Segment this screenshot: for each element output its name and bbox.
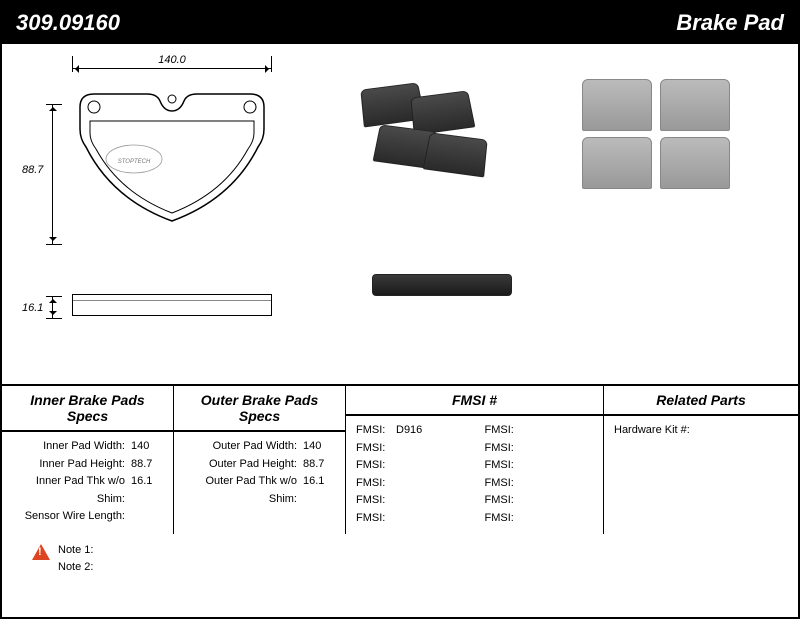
spec-row: Outer Pad Width:140 xyxy=(184,438,335,456)
fmsi-row: FMSI: xyxy=(485,457,594,475)
dimension-height: 88.7 xyxy=(22,104,62,244)
spec-row: Outer Pad Thk w/o Shim:16.1 xyxy=(184,473,335,508)
fmsi-row: FMSI: xyxy=(356,492,465,510)
specs-table: Inner Brake Pads Specs Inner Pad Width:1… xyxy=(2,384,798,534)
fmsi-header: FMSI # xyxy=(346,386,603,416)
category-title: Brake Pad xyxy=(676,10,784,36)
fmsi-row: FMSI:D916 xyxy=(356,422,465,440)
fmsi-row: FMSI: xyxy=(485,475,594,493)
note-1: Note 1: xyxy=(58,542,93,560)
col-outer-specs: Outer Brake Pads Specs Outer Pad Width:1… xyxy=(174,386,346,534)
diagram-area: 140.0 88.7 STOPTECH 16.1 xyxy=(2,44,798,384)
note-2: Note 2: xyxy=(58,559,93,577)
col-related: Related Parts Hardware Kit #: xyxy=(604,386,798,534)
dimension-width: 140.0 xyxy=(72,54,272,69)
spec-row: Sensor Wire Length: xyxy=(12,508,163,526)
fmsi-row: FMSI: xyxy=(485,510,594,528)
pad-front-outline: STOPTECH xyxy=(72,89,272,229)
outer-specs-header: Outer Brake Pads Specs xyxy=(174,386,345,432)
spec-row: Outer Pad Height:88.7 xyxy=(184,456,335,474)
fmsi-row: FMSI: xyxy=(356,510,465,528)
header-bar: 309.09160 Brake Pad xyxy=(2,2,798,44)
dimension-width-value: 140.0 xyxy=(158,54,186,66)
fmsi-row: FMSI: xyxy=(485,422,594,440)
dimension-height-value: 88.7 xyxy=(22,164,43,176)
col-inner-specs: Inner Brake Pads Specs Inner Pad Width:1… xyxy=(2,386,174,534)
fmsi-row: FMSI: xyxy=(485,440,594,458)
product-photos xyxy=(292,54,778,384)
fmsi-row: FMSI: xyxy=(356,457,465,475)
fmsi-row: FMSI: xyxy=(485,492,594,510)
related-header: Related Parts xyxy=(604,386,798,416)
warning-icon xyxy=(32,544,50,560)
col-fmsi: FMSI # FMSI:D916FMSI:FMSI:FMSI:FMSI:FMSI… xyxy=(346,386,604,534)
notes-area: Note 1: Note 2: xyxy=(2,534,798,585)
fmsi-row: FMSI: xyxy=(356,475,465,493)
pad-side-outline xyxy=(72,294,272,324)
spec-row: Inner Pad Thk w/o Shim:16.1 xyxy=(12,473,163,508)
fmsi-row: FMSI: xyxy=(356,440,465,458)
dimension-thickness-value: 16.1 xyxy=(22,302,43,314)
spec-row: Inner Pad Height:88.7 xyxy=(12,456,163,474)
svg-text:STOPTECH: STOPTECH xyxy=(118,159,151,165)
part-number: 309.09160 xyxy=(16,10,120,36)
inner-specs-header: Inner Brake Pads Specs xyxy=(2,386,173,432)
related-row: Hardware Kit #: xyxy=(614,422,788,440)
technical-drawing: 140.0 88.7 STOPTECH 16.1 xyxy=(22,54,292,384)
spec-row: Inner Pad Width:140 xyxy=(12,438,163,456)
